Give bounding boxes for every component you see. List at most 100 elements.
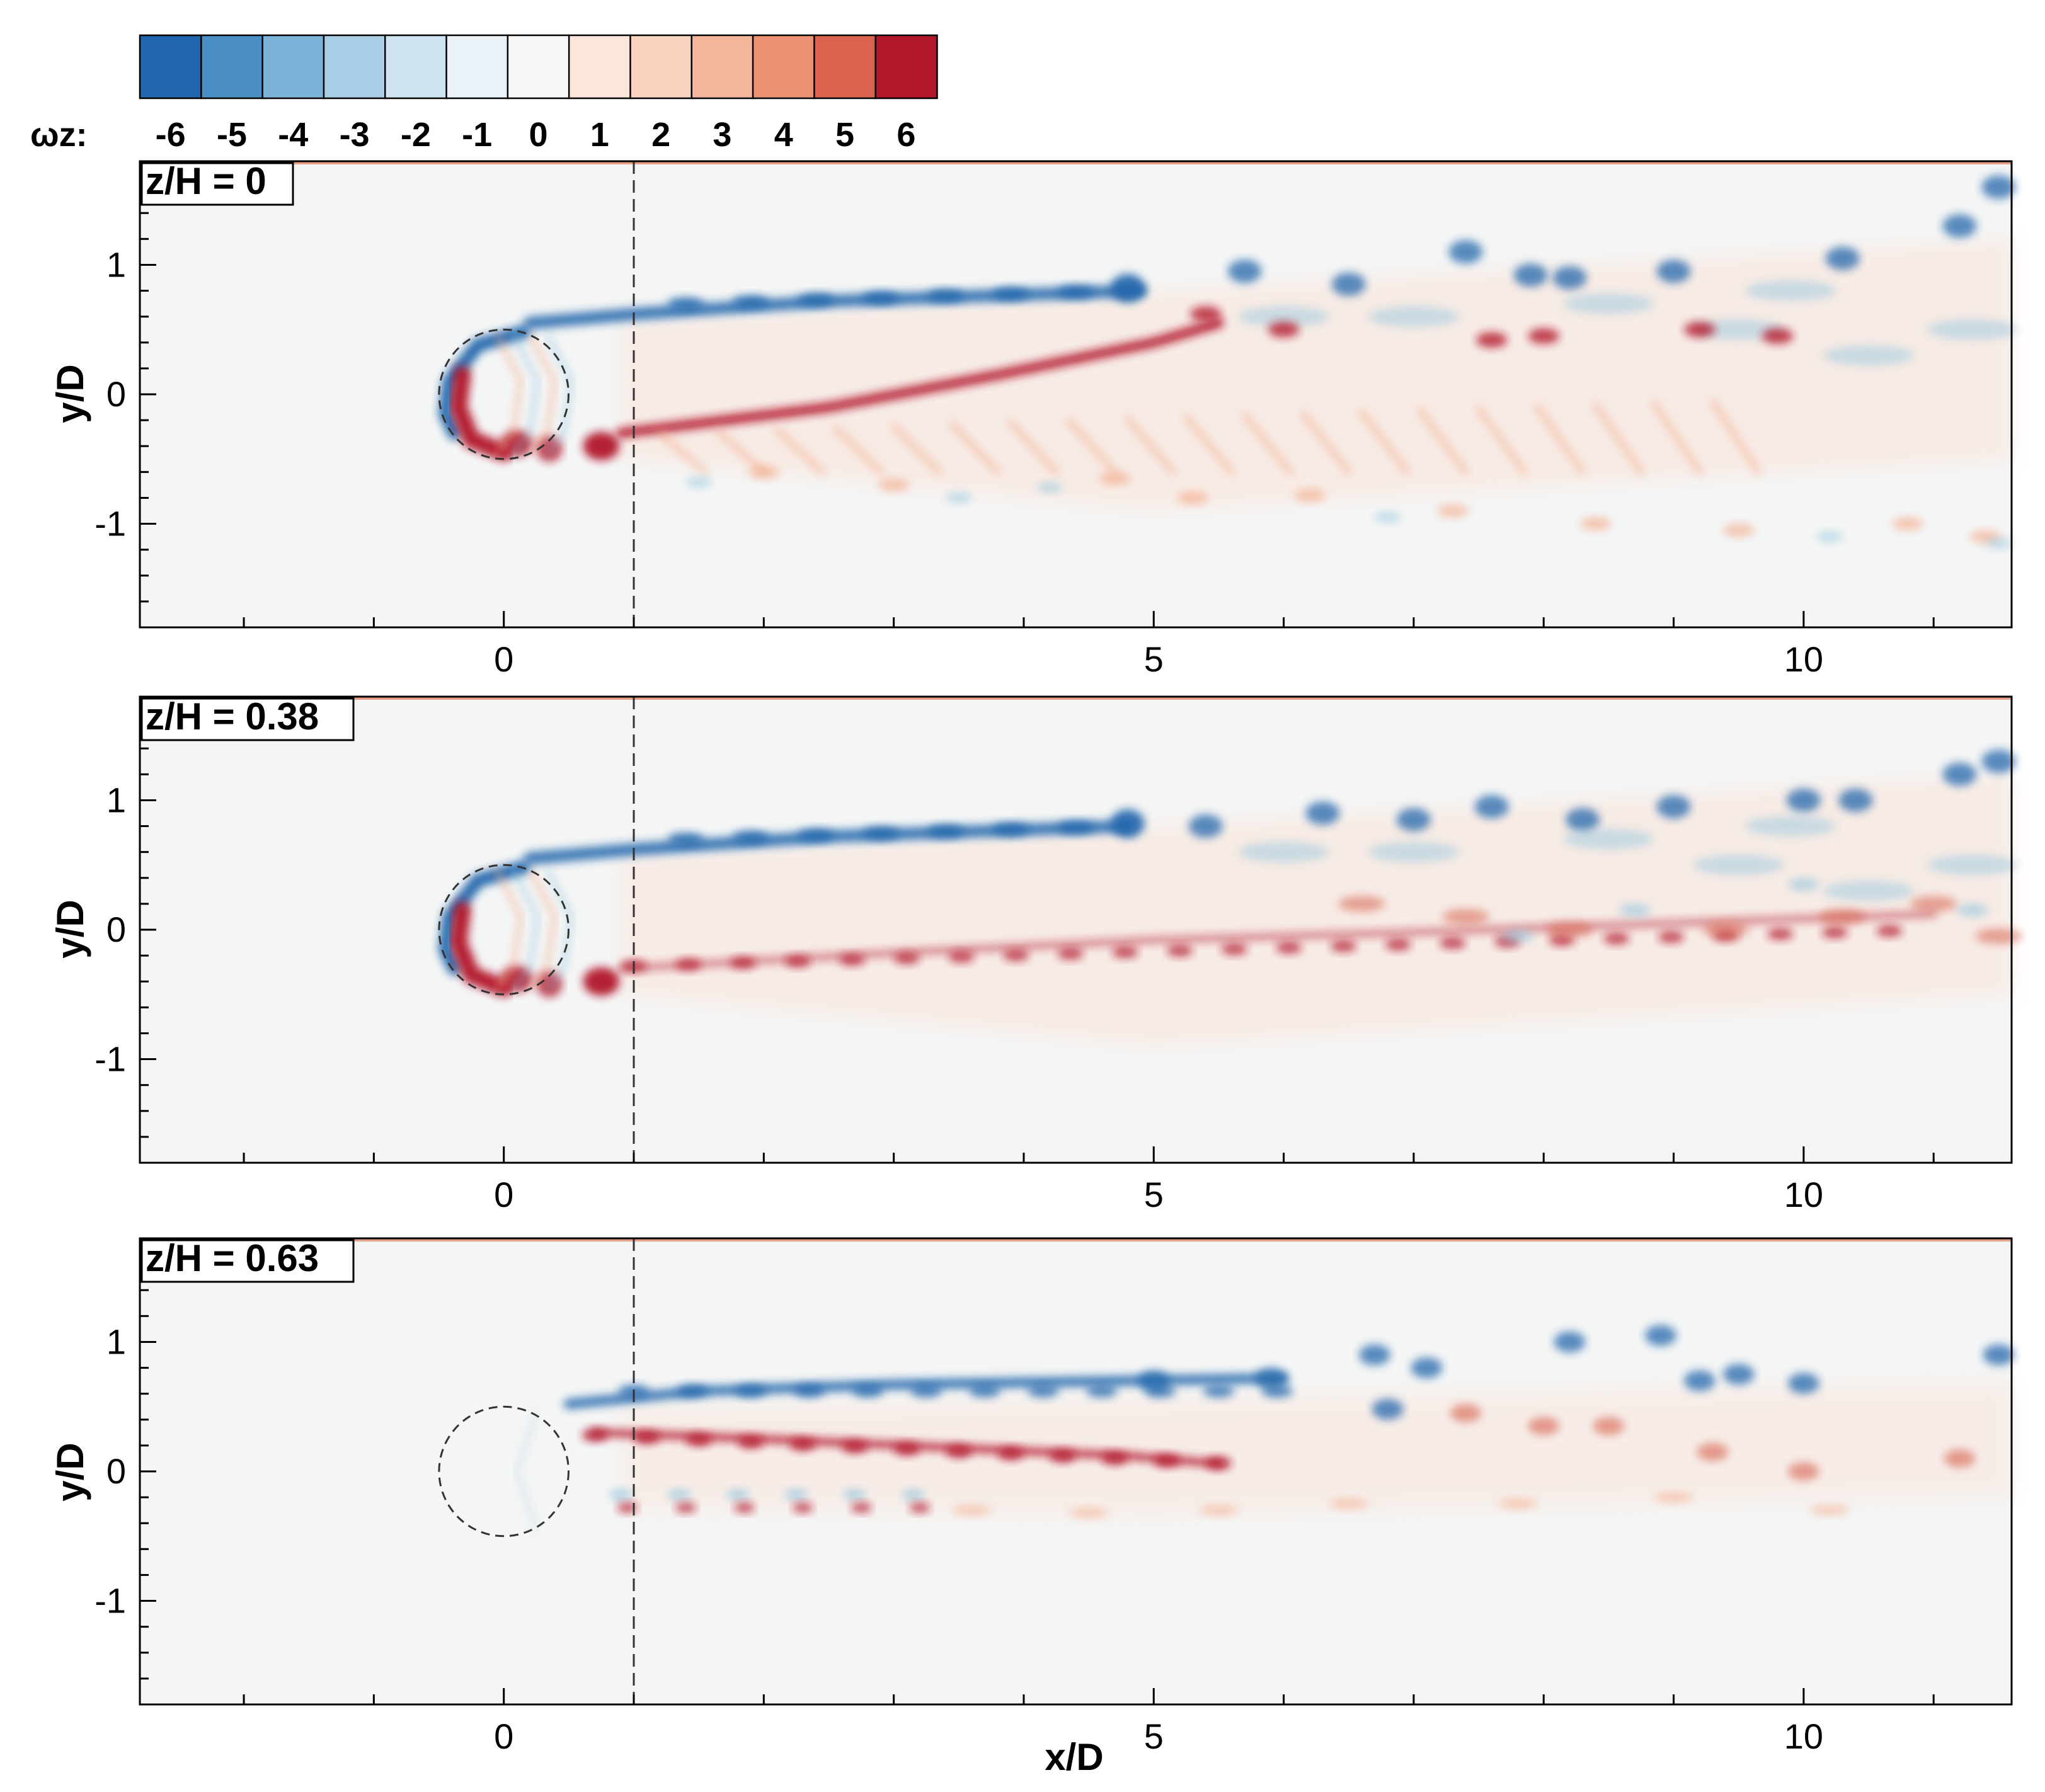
shear-layer xyxy=(949,421,1001,476)
vortex-feature xyxy=(1767,928,1794,940)
shear-layer xyxy=(449,901,513,997)
vortex-feature xyxy=(1823,880,1915,901)
vortex-feature xyxy=(1957,903,1988,917)
panel-label-box xyxy=(140,1239,355,1283)
vortex-feature xyxy=(969,1384,1000,1398)
shear-layer xyxy=(546,334,574,455)
colorbar-cell xyxy=(752,34,816,100)
vortex-feature xyxy=(617,1502,638,1513)
y-axis-label-1: y/D xyxy=(49,364,91,423)
vortex-feature xyxy=(1810,1505,1850,1515)
vortex-feature xyxy=(851,1502,872,1513)
vortex-feature xyxy=(1645,1325,1676,1346)
vortex-feature xyxy=(902,1489,925,1500)
vortex-feature xyxy=(1722,523,1755,537)
vortex-feature xyxy=(1294,489,1326,502)
shear-layer xyxy=(1709,398,1761,476)
y-tick-label: 0 xyxy=(106,910,126,949)
vortex-feature xyxy=(793,1384,825,1398)
shear-layer xyxy=(1241,412,1293,476)
vortex-feature xyxy=(675,1502,697,1513)
vortex-feature xyxy=(1268,321,1300,338)
vortex-feature xyxy=(852,1384,884,1398)
vortex-feature xyxy=(1385,939,1411,950)
vortex-feature xyxy=(1498,1498,1537,1509)
vortex-feature xyxy=(1199,1505,1239,1515)
vortex-feature xyxy=(726,1489,750,1500)
shear-layer xyxy=(1475,405,1528,476)
vortex-feature xyxy=(992,287,1029,300)
vortex-feature xyxy=(1823,345,1915,366)
vortex-feature xyxy=(1693,319,1784,340)
vortex-feature xyxy=(1942,214,1977,238)
vortex-feature xyxy=(1656,795,1691,819)
vortex-feature xyxy=(910,1384,942,1398)
y-tick-label: -1 xyxy=(95,1039,126,1079)
vortex-feature xyxy=(1442,909,1489,925)
vortex-feature xyxy=(1368,842,1460,863)
cylinder-outline xyxy=(438,328,570,460)
shear-layer xyxy=(1125,416,1177,476)
vortex-feature xyxy=(1057,947,1084,960)
colorbar-tick-label: -6 xyxy=(156,116,186,154)
vortex-feature xyxy=(862,826,899,840)
y-tick-label: 0 xyxy=(106,374,126,414)
vortex-feature xyxy=(797,828,834,842)
y-tick-label: 1 xyxy=(106,780,126,819)
shear-layer xyxy=(1183,414,1235,476)
vortex-feature xyxy=(1981,175,2016,199)
vortex-feature xyxy=(1944,1449,1976,1468)
vortex-feature xyxy=(1603,932,1630,945)
vortex-feature xyxy=(667,832,704,846)
x-tick-label: 0 xyxy=(494,1716,513,1756)
vortex-feature xyxy=(1654,1492,1693,1503)
vortex-feature xyxy=(1819,909,1866,925)
vorticity-field xyxy=(438,750,2022,1046)
cylinder-outline xyxy=(438,864,570,996)
vortex-feature xyxy=(1580,517,1612,530)
vortex-feature xyxy=(1099,472,1131,485)
shear-layer xyxy=(1066,418,1118,476)
vortex-feature xyxy=(1036,482,1063,493)
vortex-feature xyxy=(1554,1332,1586,1352)
shear-layer xyxy=(1300,411,1352,476)
shear-layer xyxy=(1651,400,1703,476)
x-tick-label: 10 xyxy=(1784,639,1823,679)
vorticity-field xyxy=(438,175,2019,549)
panel-1-label: z/H = 0 xyxy=(146,160,266,202)
colorbar-tick-label: 4 xyxy=(774,116,793,154)
shear-layer xyxy=(524,284,1147,329)
y-axis-label-3: y/D xyxy=(49,1442,91,1501)
vortex-feature xyxy=(1975,928,2022,944)
shear-layer xyxy=(438,860,530,976)
shear-layer xyxy=(529,869,557,990)
vortex-feature xyxy=(1276,942,1302,954)
colorbar-cell xyxy=(690,34,754,100)
x-tick-label: 0 xyxy=(494,639,513,679)
vortex-feature xyxy=(1475,332,1508,348)
vortex-feature xyxy=(792,1502,813,1513)
vortex-feature xyxy=(1255,1367,1286,1389)
vortex-feature xyxy=(1658,931,1685,943)
vortex-feature xyxy=(1101,1452,1128,1465)
x-tick-label: 5 xyxy=(1144,639,1164,679)
colorbar-tick-label: -5 xyxy=(217,116,247,154)
shear-layer xyxy=(529,334,557,455)
vortex-feature xyxy=(1411,1357,1443,1379)
vortex-feature xyxy=(1368,306,1460,328)
vortex-feature xyxy=(685,477,712,488)
vortex-feature xyxy=(843,1489,867,1500)
y-tick-label: -1 xyxy=(95,504,126,544)
vortex-feature xyxy=(634,1430,660,1444)
vortex-feature xyxy=(677,1384,708,1398)
vortex-feature xyxy=(948,950,975,963)
vortex-feature xyxy=(1745,816,1836,836)
vorticity-field xyxy=(515,1325,2015,1531)
vortex-feature xyxy=(675,958,702,971)
vortex-feature xyxy=(1502,930,1533,943)
shear-layer xyxy=(774,426,826,476)
vortex-feature xyxy=(1305,801,1340,825)
vortex-feature xyxy=(1788,1462,1819,1481)
